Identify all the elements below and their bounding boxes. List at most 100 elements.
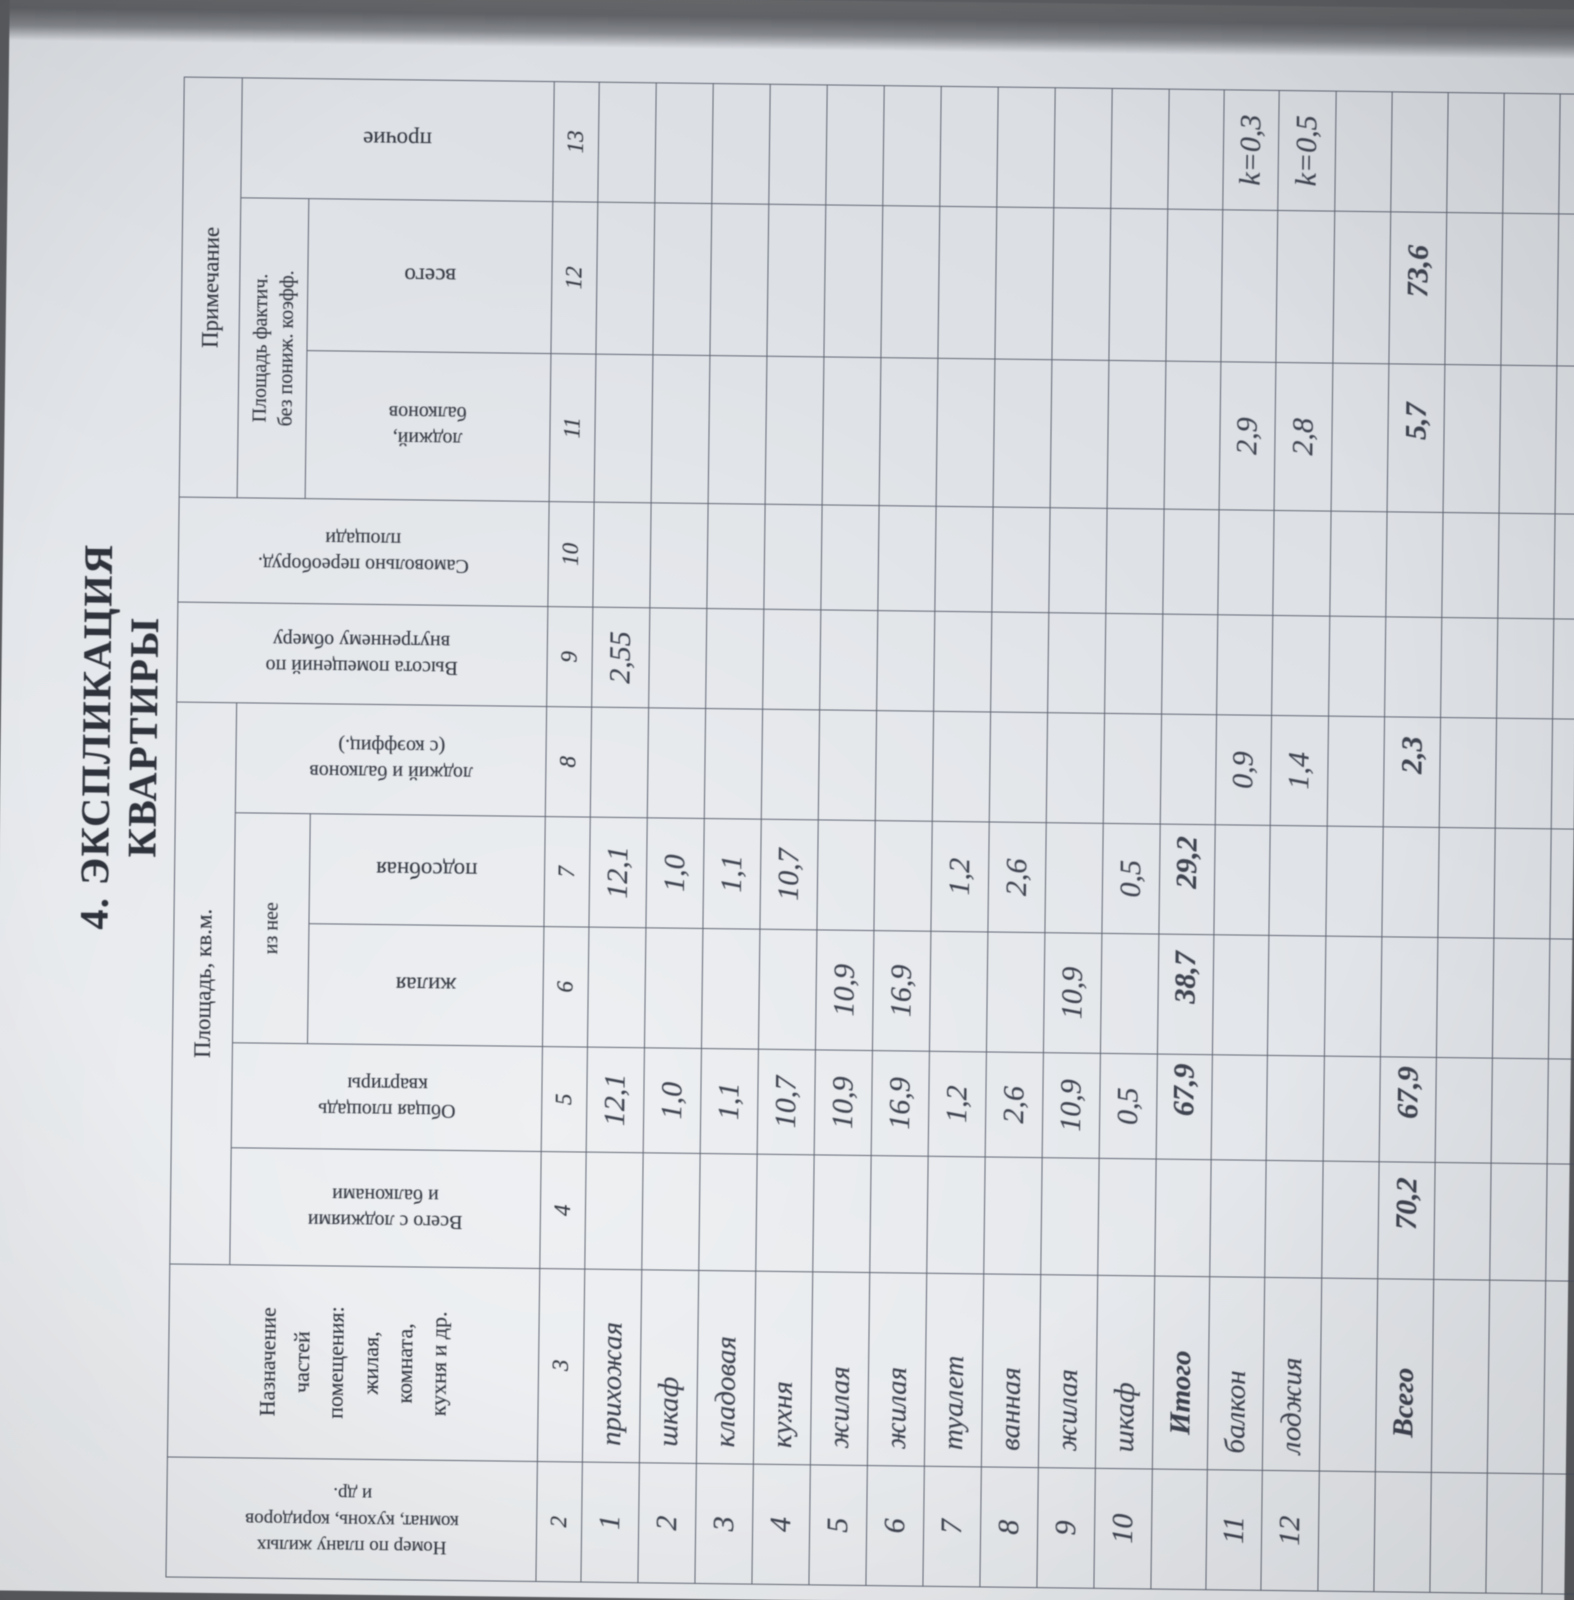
value-cell-c7 (1550, 828, 1574, 940)
col7-header: подсобная (309, 813, 546, 927)
room-name-cell: прихожая (582, 1268, 643, 1463)
value-cell-c11 (936, 357, 996, 507)
value-cell-c12 (1445, 212, 1504, 365)
col12-header-label: всего (403, 263, 456, 290)
group-header-fact: Площадь фактич. без пониж. коэфф. (237, 197, 310, 499)
explication-table: Номер по плану жилых комнат, кухонь, кори… (165, 76, 1574, 1596)
value-cell-c9: 2,55 (592, 606, 651, 708)
value-cell-c13 (1391, 91, 1449, 213)
value-cell-c7 (1269, 824, 1328, 936)
value-cell-c12 (596, 201, 656, 355)
column-number-c10: 10 (548, 501, 595, 607)
value-cell-c5: 10,9 (814, 1049, 873, 1156)
value-cell-c11 (594, 353, 654, 503)
value-cell-c11 (993, 358, 1053, 508)
value-cell-c6 (1100, 932, 1160, 1054)
row-number-cell (1374, 1471, 1432, 1592)
value-cell-c8 (1439, 716, 1498, 828)
value-cell-c11 (1164, 360, 1222, 510)
value-cell-c12 (995, 206, 1055, 360)
col10-header: Самовольно переоборуд. площади (178, 496, 550, 607)
value-cell-c7 (1438, 826, 1496, 938)
row-number-cell: 1 (581, 1461, 640, 1583)
col11-header: лоджий, балконов (305, 350, 552, 502)
value-cell-c4 (756, 1153, 815, 1272)
value-cell-c12 (653, 202, 713, 356)
value-cell-c9 (934, 610, 993, 712)
value-cell-c13 (712, 83, 771, 204)
column-number-c13: 13 (553, 81, 600, 202)
value-cell-c7: 0,5 (1102, 822, 1161, 934)
value-cell-c5: 12,1 (586, 1046, 645, 1153)
value-cell-c5 (1491, 1057, 1549, 1164)
value-cell-c8: 2,3 (1383, 716, 1442, 827)
value-cell-c12 (881, 205, 941, 358)
value-cell-c7 (874, 820, 933, 931)
value-cell-c13 (826, 84, 885, 206)
group-header-note: Примечание (179, 76, 243, 498)
col6-header: жилая (307, 923, 545, 1047)
col8-header-label: лоджий и балконов (с коэффиц.) (308, 735, 473, 785)
column-number-c8: 8 (545, 706, 593, 817)
value-cell-c5: 16,9 (871, 1050, 930, 1156)
col8-header: лоджий и балконов (с коэффиц.) (235, 702, 548, 817)
value-cell-c5: 10,7 (757, 1048, 816, 1155)
value-cell-c4 (1210, 1159, 1267, 1277)
room-name-cell: жилая (810, 1271, 871, 1466)
row-number-cell: 4 (752, 1463, 811, 1585)
room-name-cell: балкон (1207, 1276, 1266, 1470)
value-cell-c7: 1,1 (703, 817, 762, 929)
value-cell-c5: 1,2 (928, 1050, 987, 1157)
col5-header: Общая площадь квартиры (231, 1042, 543, 1152)
value-cell-c4 (699, 1152, 758, 1271)
column-number-c9: 9 (547, 606, 594, 707)
value-cell-c4 (1155, 1158, 1212, 1277)
value-cell-c6: 10,9 (815, 929, 875, 1051)
value-cell-c11 (879, 357, 939, 506)
row-number-cell (1430, 1471, 1488, 1593)
value-cell-c8 (1551, 718, 1574, 830)
value-cell-c8 (989, 711, 1049, 823)
value-cell-c9 (1272, 614, 1331, 716)
room-name-cell (1543, 1280, 1574, 1475)
room-name-cell: шкаф (639, 1269, 700, 1463)
value-cell-c4 (984, 1156, 1043, 1275)
col3-header-label: Назначение частей помещения: жилая, комн… (254, 1306, 452, 1419)
value-cell-c5 (1323, 1055, 1381, 1162)
value-cell-c5: 67,9 (1379, 1056, 1437, 1162)
value-cell-c10 (1498, 512, 1556, 619)
column-number-c5: 5 (541, 1046, 588, 1152)
value-cell-c5: 2,6 (985, 1051, 1044, 1158)
row-number-cell (1318, 1470, 1376, 1592)
value-cell-c5 (1435, 1056, 1493, 1163)
value-cell-c11: 2,9 (1219, 361, 1277, 510)
value-cell-c10 (821, 504, 880, 611)
value-cell-c9 (1553, 618, 1574, 720)
value-cell-c13 (655, 82, 714, 204)
value-cell-c8 (1160, 713, 1218, 825)
room-name-cell: Всего (1375, 1278, 1435, 1472)
value-cell-c7: 12,1 (589, 816, 648, 928)
value-cell-c9 (1385, 616, 1443, 717)
value-cell-c13 (1054, 87, 1113, 208)
value-cell-c8 (704, 708, 764, 819)
value-cell-c4 (1322, 1160, 1380, 1279)
value-cell-c6 (929, 930, 989, 1052)
row-number-cell: 8 (980, 1466, 1039, 1588)
value-cell-c10 (1218, 509, 1275, 615)
value-cell-c10 (707, 503, 766, 609)
value-cell-c6 (1436, 936, 1495, 1058)
value-cell-c8 (761, 708, 821, 820)
value-cell-c13: k=0,5 (1278, 89, 1337, 211)
value-cell-c6 (1324, 935, 1383, 1057)
room-name-cell: жилая (1038, 1274, 1099, 1468)
value-cell-c11 (651, 354, 711, 504)
value-cell-c4: 70,2 (1378, 1161, 1436, 1279)
value-cell-c7 (1382, 826, 1440, 937)
value-cell-c8: 1,4 (1270, 714, 1330, 826)
col11-header-label: лоджий, балконов (389, 401, 468, 451)
column-number-c2: 2 (536, 1461, 583, 1582)
value-cell-c8 (1327, 715, 1386, 827)
value-cell-c5: 67,9 (1156, 1053, 1213, 1160)
row-number-cell (1486, 1472, 1544, 1594)
